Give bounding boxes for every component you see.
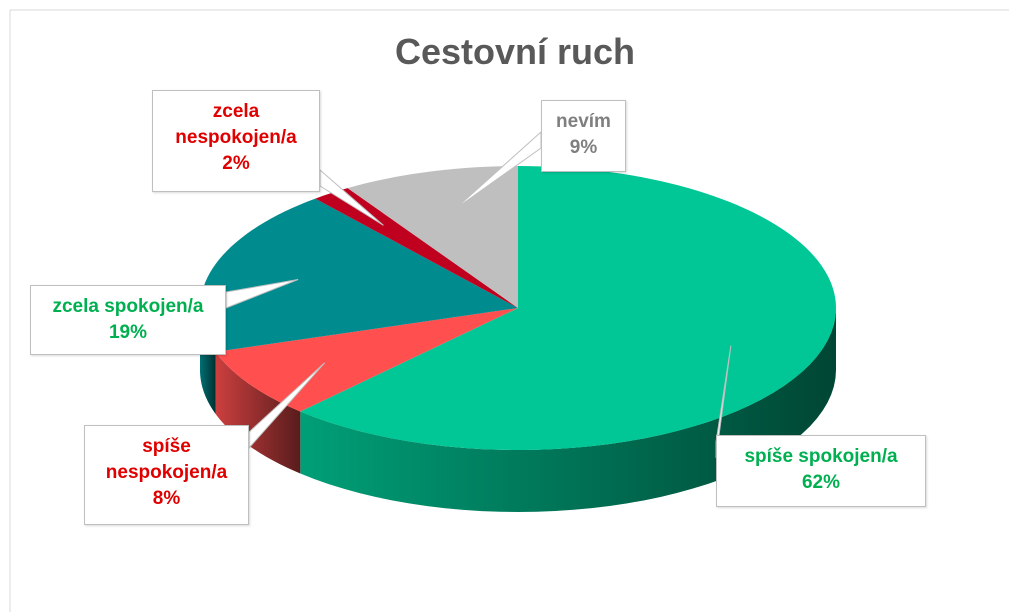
pie-slice xyxy=(300,166,836,450)
label-value: 8% xyxy=(152,488,181,509)
data-label: spíše spokojen/a 62% xyxy=(716,435,926,507)
label-value: 19% xyxy=(108,322,148,343)
leader-line xyxy=(225,278,299,309)
chart-title: Cestovní ruch xyxy=(395,31,635,72)
leader-line xyxy=(248,362,326,450)
pie-slice xyxy=(215,308,518,412)
data-label: zcela spokojen/a 19% xyxy=(30,285,226,355)
chart-border xyxy=(9,9,1009,612)
leader-line xyxy=(319,168,384,226)
label-category: nevím xyxy=(556,111,611,132)
label-category: zcela nespokojen/a xyxy=(175,101,297,148)
label-value: 9% xyxy=(569,137,598,158)
label-category: zcela spokojen/a xyxy=(52,296,204,317)
data-label: spíše nespokojen/a 8% xyxy=(84,425,249,525)
pie-slice xyxy=(200,198,518,352)
label-value: 2% xyxy=(222,153,250,174)
pie-slice xyxy=(315,188,518,308)
data-label: nevím 9% xyxy=(541,100,626,172)
data-label: zcela nespokojen/a 2% xyxy=(152,90,320,192)
label-category: spíše nespokojen/a xyxy=(105,436,228,483)
pie-side xyxy=(300,308,836,512)
pie-side xyxy=(215,351,301,474)
label-category: spíše spokojen/a xyxy=(744,446,898,467)
label-value: 62% xyxy=(801,472,841,493)
pie-slice xyxy=(347,166,518,308)
